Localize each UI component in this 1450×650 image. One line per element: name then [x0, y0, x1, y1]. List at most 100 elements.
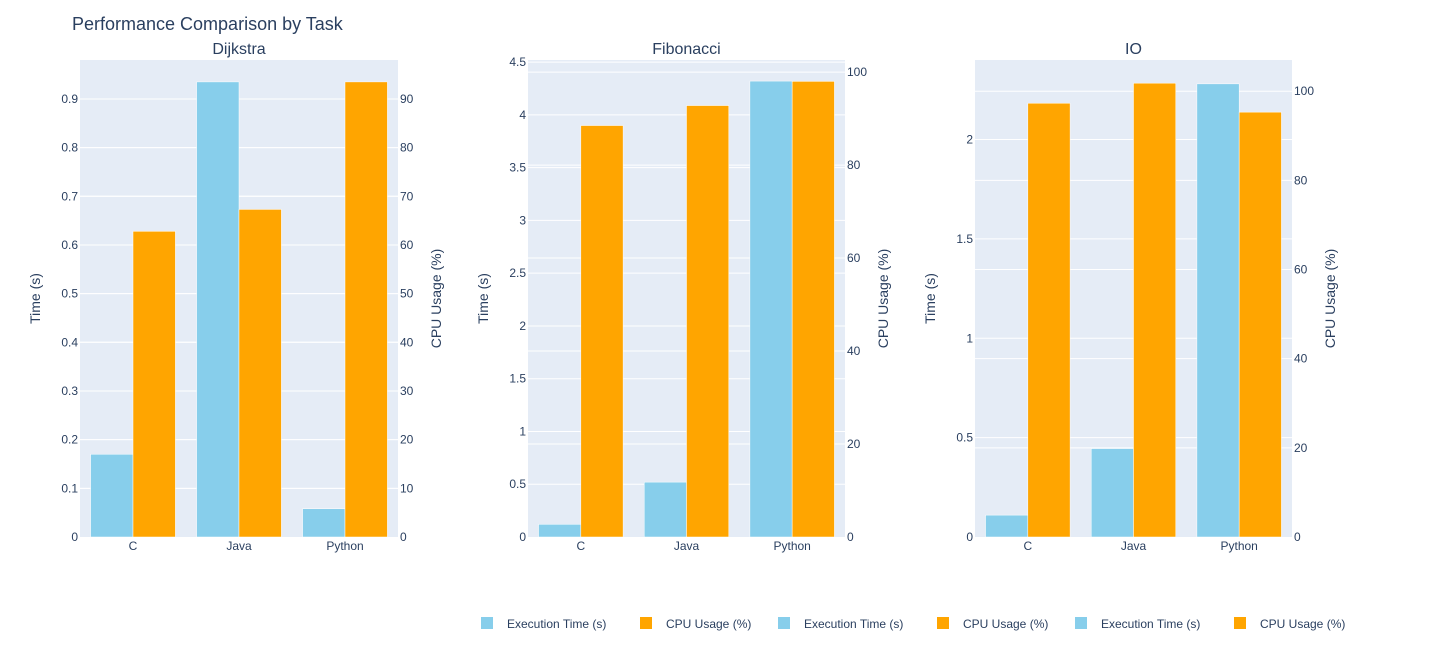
bar-cpu-python[interactable]: CPU Usage (%): 98	[791, 81, 835, 538]
y-axis-title: Time (s)	[475, 273, 491, 324]
y-tick-label: 1	[519, 424, 526, 438]
y2-tick-label: 80	[1294, 173, 1308, 187]
y-tick-label: 3.5	[509, 161, 526, 175]
bar-time-c[interactable]: Execution Time (s): 0.12	[538, 524, 582, 538]
y-tick-label: 0.6	[61, 238, 78, 252]
legend-item[interactable]: CPU Usage (%)	[937, 617, 1048, 631]
legend-item[interactable]: Execution Time (s)	[778, 617, 903, 631]
legend-item[interactable]: Execution Time (s)	[481, 617, 606, 631]
y-axis-title: Time (s)	[27, 273, 43, 324]
y-axis-title: Time (s)	[922, 273, 938, 324]
bar-cpu-java[interactable]: CPU Usage (%): 92.8	[686, 105, 730, 538]
x-tick-label: C	[576, 539, 585, 553]
bar-cpu-python[interactable]: CPU Usage (%): 93.5	[344, 81, 388, 538]
legend-item[interactable]: CPU Usage (%)	[1234, 617, 1345, 631]
legend-label: Execution Time (s)	[507, 617, 606, 631]
legend: Execution Time (s) CPU Usage (%) Execution…	[481, 617, 1345, 631]
legend-label: CPU Usage (%)	[666, 617, 751, 631]
bar-time-python[interactable]: Execution Time (s): 0.058	[302, 508, 346, 538]
y2-tick-label: 80	[400, 141, 414, 155]
legend-item[interactable]: CPU Usage (%)	[640, 617, 751, 631]
x-tick-label: Python	[1220, 539, 1257, 553]
y-tick-label: 0.2	[61, 433, 78, 447]
y-tick-label: 0	[71, 530, 78, 544]
y-tick-label: 2.5	[509, 266, 526, 280]
y2-tick-label: 30	[400, 384, 414, 398]
y-tick-label: 3	[519, 213, 526, 227]
y2-tick-label: 40	[400, 335, 414, 349]
bar-cpu-c[interactable]: CPU Usage (%): 97.3	[1027, 102, 1071, 538]
x-tick-label: Java	[1121, 539, 1147, 553]
subplot-io: Execution Time (s): 0.11CPU Usage (%): 9…	[922, 41, 1338, 553]
legend-swatch	[937, 617, 949, 629]
y2-tick-label: 50	[400, 287, 414, 301]
y-tick-label: 2	[966, 133, 973, 147]
legend-swatch	[481, 617, 493, 629]
y2-tick-label: 0	[1294, 530, 1301, 544]
y-tick-label: 0.5	[956, 431, 973, 445]
y-tick-label: 0.7	[61, 189, 78, 203]
legend-swatch	[778, 617, 790, 629]
chart-title: Performance Comparison by Task	[72, 14, 344, 34]
legend-label: CPU Usage (%)	[963, 617, 1048, 631]
subplot-title: Dijkstra	[212, 41, 265, 58]
subplot-dijkstra: Execution Time (s): 0.17CPU Usage (%): 6…	[27, 41, 444, 553]
y-tick-label: 0	[966, 530, 973, 544]
bar-time-java[interactable]: Execution Time (s): 0.52	[643, 481, 687, 538]
y-tick-label: 0.8	[61, 141, 78, 155]
y2-tick-label: 90	[400, 92, 414, 106]
legend-swatch	[1075, 617, 1087, 629]
x-tick-label: C	[129, 539, 138, 553]
bar-time-python[interactable]: Execution Time (s): 4.32	[749, 80, 793, 538]
y2-tick-label: 40	[1294, 352, 1308, 366]
y2-axis-title: CPU Usage (%)	[875, 249, 891, 349]
legend-label: CPU Usage (%)	[1260, 617, 1345, 631]
subplot-title: Fibonacci	[652, 41, 720, 58]
bar-cpu-java[interactable]: CPU Usage (%): 67.3	[238, 209, 282, 538]
bar-cpu-python[interactable]: CPU Usage (%): 95.3	[1238, 111, 1282, 538]
y-tick-label: 0.1	[61, 481, 78, 495]
y2-tick-label: 0	[400, 530, 407, 544]
subplot-fibonacci: Execution Time (s): 0.12CPU Usage (%): 8…	[475, 41, 891, 553]
y2-tick-label: 60	[400, 238, 414, 252]
y-tick-label: 0.5	[509, 477, 526, 491]
legend-label: Execution Time (s)	[804, 617, 903, 631]
y2-axis-title: CPU Usage (%)	[428, 249, 444, 349]
x-tick-label: Java	[674, 539, 700, 553]
bar-time-c[interactable]: Execution Time (s): 0.11	[985, 514, 1029, 538]
y2-tick-label: 0	[847, 530, 854, 544]
bar-cpu-java[interactable]: CPU Usage (%): 101.8	[1133, 82, 1177, 538]
y-tick-label: 0.3	[61, 384, 78, 398]
y2-tick-label: 100	[1294, 84, 1314, 98]
legend-label: Execution Time (s)	[1101, 617, 1200, 631]
y-tick-label: 4	[519, 108, 526, 122]
y-tick-label: 2	[519, 319, 526, 333]
legend-swatch	[1234, 617, 1246, 629]
bar-time-java[interactable]: Execution Time (s): 0.445	[1090, 448, 1134, 538]
y2-tick-label: 60	[847, 251, 861, 265]
bar-cpu-c[interactable]: CPU Usage (%): 88.5	[580, 125, 624, 538]
y-tick-label: 4.5	[509, 55, 526, 69]
y-tick-label: 0.4	[61, 335, 78, 349]
y2-tick-label: 80	[847, 158, 861, 172]
bar-time-java[interactable]: Execution Time (s): 0.935	[196, 81, 240, 538]
y-tick-label: 0.9	[61, 92, 78, 106]
y2-tick-label: 10	[400, 481, 414, 495]
bar-time-c[interactable]: Execution Time (s): 0.17	[90, 454, 134, 538]
y2-tick-label: 40	[847, 344, 861, 358]
x-tick-label: Python	[326, 539, 363, 553]
legend-swatch	[640, 617, 652, 629]
y2-tick-label: 20	[400, 433, 414, 447]
y2-tick-label: 60	[1294, 263, 1308, 277]
y-tick-label: 1.5	[956, 232, 973, 246]
y2-tick-label: 100	[847, 65, 867, 79]
bar-time-python[interactable]: Execution Time (s): 2.28	[1196, 83, 1240, 538]
x-tick-label: C	[1023, 539, 1032, 553]
legend-item[interactable]: Execution Time (s)	[1075, 617, 1200, 631]
y2-tick-label: 20	[847, 437, 861, 451]
y2-axis-title: CPU Usage (%)	[1322, 249, 1338, 349]
y2-tick-label: 20	[1294, 441, 1308, 455]
y2-tick-label: 70	[400, 189, 414, 203]
bar-cpu-c[interactable]: CPU Usage (%): 62.8	[132, 231, 176, 538]
